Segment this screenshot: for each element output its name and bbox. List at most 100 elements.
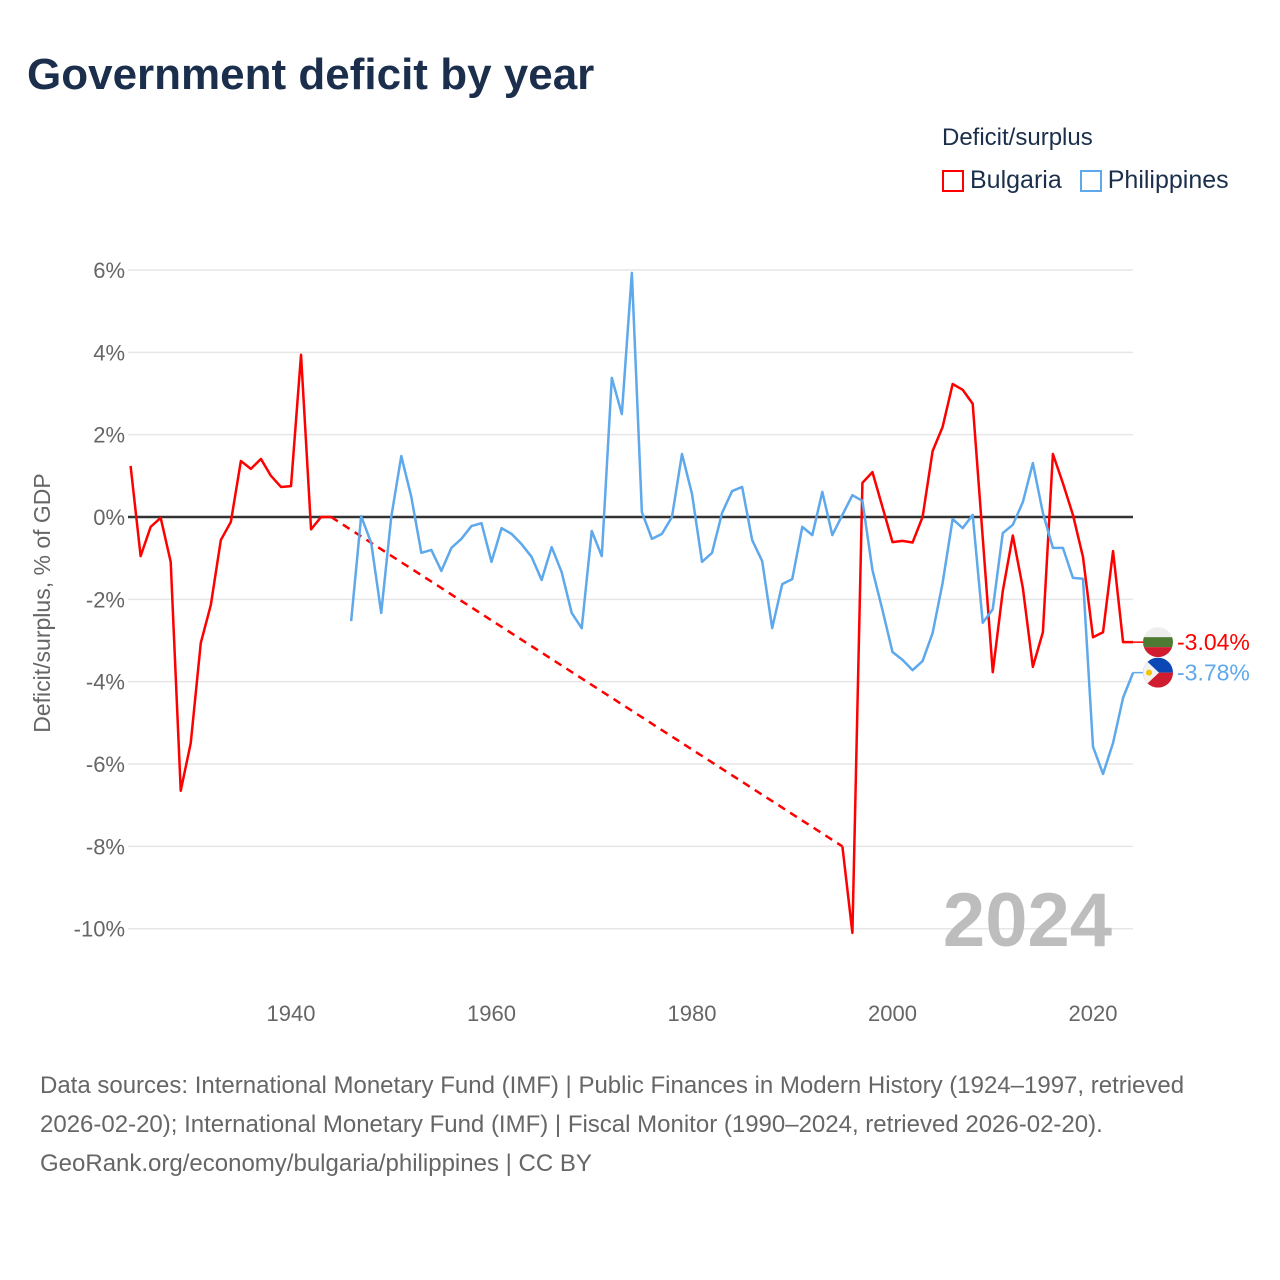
data-point-philippines (970, 512, 976, 518)
legend-title: Deficit/surplus (942, 124, 1093, 151)
data-point-philippines (358, 513, 364, 519)
data-point-philippines (890, 649, 896, 655)
data-point-philippines (1050, 545, 1056, 551)
y-tick-label: -4% (86, 670, 125, 695)
data-point-bulgaria (859, 480, 865, 486)
data-point-philippines (940, 580, 946, 586)
data-point-philippines (910, 667, 916, 673)
data-point-philippines (689, 491, 695, 497)
data-point-philippines (478, 520, 484, 526)
data-point-philippines (589, 528, 595, 534)
data-point-bulgaria (1070, 512, 1076, 518)
data-point-philippines (569, 610, 575, 616)
data-point-philippines (950, 516, 956, 522)
data-point-bulgaria (188, 740, 194, 746)
data-point-bulgaria (268, 473, 274, 479)
data-point-philippines (549, 544, 555, 550)
legend-swatch-bulgaria (942, 169, 964, 192)
data-point-bulgaria (839, 843, 845, 849)
data-point-bulgaria (278, 484, 284, 490)
data-point-bulgaria (1100, 629, 1106, 635)
data-point-philippines (579, 625, 585, 631)
credit-link[interactable]: GeoRank.org/economy/bulgaria/philippines… (40, 1150, 592, 1177)
data-point-bulgaria (328, 514, 334, 520)
data-point-bulgaria (1050, 451, 1056, 457)
data-point-philippines (679, 451, 685, 457)
legend-item-bulgaria[interactable]: Bulgaria (942, 166, 1062, 195)
data-point-philippines (990, 606, 996, 612)
data-point-philippines (1040, 510, 1046, 516)
data-point-philippines (749, 537, 755, 543)
data-point-philippines (769, 625, 775, 631)
footer: Data sources: International Monetary Fun… (40, 1066, 1240, 1183)
data-point-bulgaria (128, 463, 134, 469)
data-point-philippines (539, 577, 545, 583)
x-tick-label: 1940 (267, 1001, 316, 1026)
data-point-bulgaria (1120, 639, 1126, 645)
data-point-bulgaria (238, 458, 244, 464)
data-point-bulgaria (960, 387, 966, 393)
data-point-bulgaria (1110, 548, 1116, 554)
data-point-bulgaria (168, 559, 174, 565)
data-point-philippines (529, 554, 535, 560)
data-point-philippines (509, 531, 515, 537)
legend-item-philippines[interactable]: Philippines (1079, 166, 1229, 195)
data-point-philippines (639, 509, 645, 515)
data-point-philippines (519, 541, 525, 547)
end-value-label-philippines: -3.78% (1177, 660, 1250, 686)
flag-sun (1146, 669, 1152, 676)
data-point-bulgaria (178, 788, 184, 794)
data-point-bulgaria (900, 538, 906, 544)
data-point-philippines (819, 489, 825, 495)
data-point-philippines (920, 658, 926, 664)
data-sources: Data sources: International Monetary Fun… (40, 1072, 1185, 1138)
data-point-philippines (829, 532, 835, 538)
data-point-philippines (378, 610, 384, 616)
data-point-philippines (448, 545, 454, 551)
data-point-philippines (869, 567, 875, 573)
data-point-philippines (980, 620, 986, 626)
data-point-bulgaria (1030, 664, 1036, 670)
data-point-philippines (1000, 530, 1006, 536)
data-point-philippines (438, 568, 444, 574)
data-point-bulgaria (950, 381, 956, 387)
y-tick-label: -8% (86, 834, 125, 859)
data-point-philippines (559, 569, 565, 575)
data-point-philippines (879, 607, 885, 613)
data-point-bulgaria (910, 540, 916, 546)
data-point-philippines (809, 532, 815, 538)
data-point-philippines (499, 525, 505, 531)
data-point-bulgaria (248, 466, 254, 472)
y-tick-label: -6% (86, 752, 125, 777)
data-point-bulgaria (318, 514, 324, 520)
year-watermark: 2024 (943, 878, 1112, 963)
data-point-bulgaria (228, 519, 234, 525)
y-tick-label: 4% (93, 340, 125, 365)
y-axis-label: Deficit/surplus, % of GDP (29, 473, 55, 732)
legend: Bulgaria Philippines (942, 166, 1229, 195)
x-tick-label: 1960 (467, 1001, 516, 1026)
data-point-bulgaria (1040, 629, 1046, 635)
data-point-bulgaria (920, 514, 926, 520)
data-point-philippines (1110, 740, 1116, 746)
data-point-bulgaria (1010, 533, 1016, 539)
data-point-philippines (1070, 575, 1076, 581)
end-value-label-bulgaria: -3.04% (1177, 629, 1250, 655)
data-point-philippines (699, 559, 705, 565)
data-point-philippines (669, 514, 675, 520)
x-tick-label: 2020 (1069, 1001, 1118, 1026)
data-point-philippines (729, 488, 735, 494)
data-point-bulgaria (890, 539, 896, 545)
data-point-philippines (1010, 522, 1016, 528)
data-point-philippines (719, 510, 725, 516)
data-point-philippines (900, 657, 906, 663)
data-point-bulgaria (930, 448, 936, 454)
data-point-philippines (1080, 576, 1086, 582)
data-point-bulgaria (288, 483, 294, 489)
y-tick-label: -2% (86, 587, 125, 612)
y-tick-label: 6% (93, 258, 125, 283)
data-point-bulgaria (258, 456, 264, 462)
data-point-bulgaria (198, 640, 204, 646)
data-point-philippines (619, 411, 625, 417)
data-point-philippines (859, 498, 865, 504)
